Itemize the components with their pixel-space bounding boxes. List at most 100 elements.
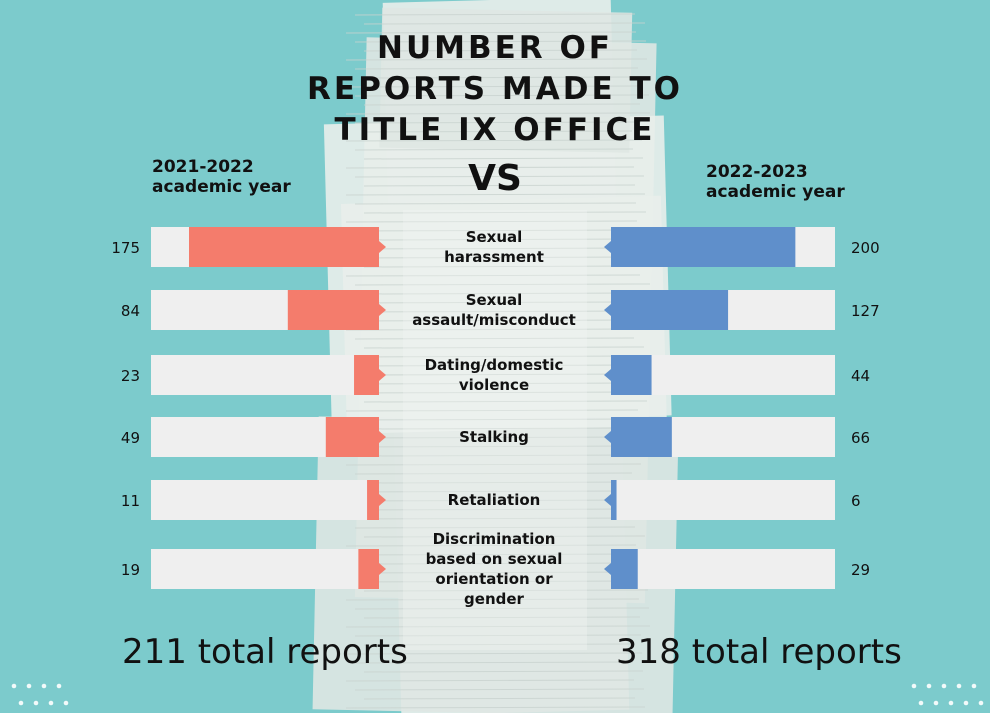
decor-dot: [48, 700, 54, 706]
left-total: 211 total reports: [122, 632, 408, 672]
paper-edge-line: [363, 184, 636, 187]
left-bar: [189, 227, 379, 267]
paper-edge-line: [354, 67, 639, 70]
category-label: Sexual harassment: [444, 228, 544, 266]
paper-edge-line: [354, 175, 645, 178]
paper-edge-line: [345, 706, 646, 709]
paper-edge-line: [345, 490, 634, 493]
right-bar-track: [611, 480, 835, 520]
paper-edge-line: [345, 517, 645, 520]
decor-dot: [941, 683, 947, 689]
category-label-line: orientation or: [435, 570, 553, 588]
paper-edge-line: [354, 310, 643, 313]
decor-dot: [956, 683, 962, 689]
paper-edge-line: [354, 499, 644, 502]
decor-dot: [971, 683, 977, 689]
decor-dot: [918, 700, 924, 706]
paper-edge-line: [354, 580, 639, 583]
right-total: 318 total reports: [616, 632, 902, 672]
paper-edge-line: [345, 247, 649, 250]
left-value-label: 19: [121, 561, 140, 579]
right-year-suffix: academic year: [706, 182, 845, 202]
decor-dot: [41, 683, 47, 689]
paper-edge-line: [345, 139, 643, 142]
paper-edge-line: [363, 319, 634, 322]
paper-edge-line: [345, 220, 638, 223]
paper-edge-line: [363, 697, 636, 700]
paper-edge-line: [354, 148, 634, 151]
left-bar-pointer: [379, 241, 386, 253]
right-bar-pointer: [604, 304, 611, 316]
category-label-line: Discrimination: [433, 530, 556, 548]
left-bar-pointer: [379, 369, 386, 381]
paper-edge-line: [363, 670, 644, 673]
decor-dot: [56, 683, 62, 689]
paper-edge-line: [354, 94, 650, 97]
left-bar-track: [151, 480, 379, 520]
left-value-label: 23: [121, 367, 140, 385]
left-bar-pointer: [379, 494, 386, 506]
right-bar-pointer: [604, 241, 611, 253]
right-bar: [611, 290, 729, 330]
paper-edge-line: [363, 400, 648, 403]
category-label-line: Stalking: [459, 428, 529, 446]
paper-edge-line: [363, 292, 642, 295]
right-bar-pointer: [604, 431, 611, 443]
category-label-line: assault/misconduct: [412, 311, 576, 329]
paper-edge-line: [345, 652, 643, 655]
paper-edge-line: [363, 211, 647, 214]
paper-edge-line: [363, 22, 646, 25]
paper-edge-line: [345, 166, 635, 169]
paper-edge-line: [354, 688, 645, 691]
paper-edge-line: [363, 373, 637, 376]
paper-edge-line: [363, 157, 644, 160]
paper-edge-line: [363, 427, 640, 430]
left-bar: [325, 417, 379, 457]
decor-dot: [11, 683, 17, 689]
paper-edge-line: [354, 661, 634, 664]
paper-edge-line: [345, 85, 640, 88]
right-year-label: 2022-2023 academic year: [706, 162, 845, 202]
paper-edge-line: [363, 508, 635, 511]
paper-edge-line: [363, 562, 638, 565]
center-label-panel: [403, 210, 587, 650]
paper-edge-line: [363, 238, 639, 241]
paper-edge-line: [354, 445, 641, 448]
category-label-line: harassment: [444, 248, 544, 266]
right-value-label: 6: [851, 492, 861, 510]
paper-edge-line: [345, 544, 637, 547]
title-line-3: TITLE IX OFFICE: [334, 112, 656, 148]
right-bar-pointer: [604, 563, 611, 575]
vs-label: VS: [468, 158, 522, 199]
left-bar-track: [151, 549, 379, 589]
paper-edge-line: [345, 274, 641, 277]
left-value-label: 175: [111, 239, 140, 257]
category-label: Retaliation: [448, 491, 541, 509]
category-label-line: Dating/domestic: [425, 356, 564, 374]
left-bar-pointer: [379, 563, 386, 575]
left-year-label: 2021-2022 academic year: [152, 157, 291, 197]
paper-edge-line: [354, 256, 640, 259]
left-year-suffix: academic year: [152, 177, 291, 197]
category-label-line: Retaliation: [448, 491, 541, 509]
paper-edge-line: [345, 436, 650, 439]
right-bar: [611, 355, 652, 395]
right-bar-track: [611, 549, 835, 589]
paper-edge-line: [363, 346, 645, 349]
left-value-label: 49: [121, 429, 140, 447]
right-year-range: 2022-2023: [706, 162, 808, 182]
paper-edge-line: [345, 31, 637, 34]
left-bar: [358, 549, 379, 589]
paper-edge-line: [363, 454, 651, 457]
category-label-line: violence: [459, 376, 529, 394]
category-label-line: Sexual: [466, 228, 523, 246]
paper-edge-line: [363, 535, 646, 538]
right-value-label: 44: [851, 367, 870, 385]
paper-edge-line: [354, 526, 636, 529]
paper-edge-line: [363, 49, 638, 52]
paper-edge-line: [354, 283, 651, 286]
paper-edge-line: [345, 679, 635, 682]
paper-edge-line: [345, 571, 648, 574]
